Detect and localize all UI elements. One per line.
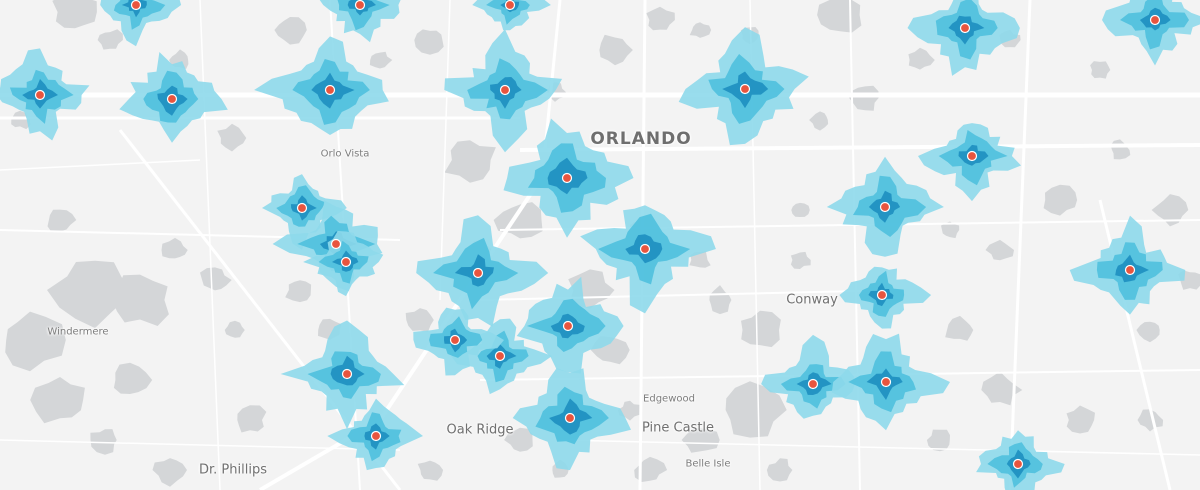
- place-label-pine-castle: Pine Castle: [641, 420, 715, 436]
- road: [559, 439, 1200, 456]
- lake: [97, 29, 123, 50]
- station-marker: [166, 93, 178, 105]
- station-marker: [354, 0, 366, 11]
- lake: [599, 34, 633, 66]
- lake: [200, 267, 232, 291]
- lake: [405, 308, 434, 332]
- lake: [1090, 61, 1111, 79]
- station-marker: [296, 202, 308, 214]
- lake: [926, 429, 950, 452]
- station-marker: [324, 84, 336, 96]
- lake: [681, 428, 720, 453]
- station-marker: [34, 89, 46, 101]
- lake: [237, 405, 267, 433]
- place-label-windermere: Windermere: [47, 326, 109, 338]
- lake: [30, 377, 85, 424]
- isochrone-mid: [113, 0, 166, 30]
- lake: [790, 251, 811, 269]
- place-label-conway: Conway: [786, 292, 838, 308]
- lake: [809, 111, 829, 131]
- station-marker: [449, 334, 461, 346]
- station-marker: [739, 83, 751, 95]
- lake: [741, 310, 781, 348]
- station-marker: [966, 150, 978, 162]
- lake: [1137, 409, 1164, 432]
- station-marker: [1149, 14, 1161, 26]
- station-marker: [472, 267, 484, 279]
- lake: [504, 427, 533, 452]
- station-marker: [880, 376, 892, 388]
- lake: [981, 371, 1023, 406]
- lake: [908, 47, 935, 70]
- place-label-edgewood: Edgewood: [643, 393, 695, 405]
- lake: [152, 458, 187, 487]
- lake: [634, 456, 668, 482]
- road: [0, 159, 201, 171]
- place-label-dr-phillips: Dr. Phillips: [199, 462, 267, 478]
- lake: [709, 285, 732, 315]
- place-label-orlando: ORLANDO: [590, 129, 692, 149]
- station-marker: [499, 84, 511, 96]
- lake: [417, 460, 444, 481]
- lake: [725, 381, 787, 438]
- station-marker: [879, 201, 891, 213]
- lake: [1066, 405, 1095, 434]
- lake: [985, 239, 1014, 261]
- place-label-oak-ridge: Oak Ridge: [446, 422, 514, 438]
- place-label-orlo-vista: Orlo Vista: [320, 148, 370, 160]
- station-marker: [504, 0, 516, 11]
- station-marker: [340, 256, 352, 268]
- lake: [369, 51, 393, 69]
- station-marker: [1012, 458, 1024, 470]
- station-marker: [876, 289, 888, 301]
- road: [849, 0, 861, 490]
- lake: [52, 0, 97, 29]
- lake: [274, 17, 307, 45]
- lake: [941, 221, 960, 239]
- lake: [112, 274, 169, 326]
- station-marker: [807, 378, 819, 390]
- station-marker: [370, 430, 382, 442]
- lake: [444, 140, 496, 183]
- station-marker: [330, 238, 342, 250]
- station-marker: [130, 0, 142, 11]
- lake: [113, 362, 153, 394]
- lake: [945, 315, 974, 341]
- station-layer: [34, 0, 1161, 470]
- station-marker: [562, 320, 574, 332]
- lake: [849, 85, 879, 111]
- lake: [5, 311, 66, 372]
- lake: [47, 260, 132, 329]
- lake: [1151, 194, 1189, 227]
- lake: [791, 202, 810, 217]
- station-marker: [341, 368, 353, 380]
- station-marker: [561, 172, 573, 184]
- place-label-belle-isle: Belle Isle: [685, 458, 731, 470]
- lake: [766, 458, 793, 482]
- station-marker: [564, 412, 576, 424]
- road: [199, 0, 221, 490]
- lake: [224, 320, 245, 338]
- lake: [47, 209, 77, 233]
- station-marker: [494, 350, 506, 362]
- lake: [1043, 184, 1078, 216]
- road: [1008, 0, 1032, 490]
- lake: [1136, 321, 1160, 343]
- station-marker: [1124, 264, 1136, 276]
- lake: [285, 280, 312, 303]
- road: [0, 439, 401, 451]
- lake: [414, 29, 444, 55]
- road: [543, 0, 562, 151]
- road: [439, 0, 451, 301]
- lake: [689, 22, 712, 38]
- lake: [161, 237, 188, 259]
- station-marker: [639, 243, 651, 255]
- isochrone-mid: [486, 0, 530, 25]
- road: [519, 143, 1200, 152]
- lake: [217, 123, 247, 152]
- station-marker: [959, 22, 971, 34]
- lake: [646, 6, 675, 31]
